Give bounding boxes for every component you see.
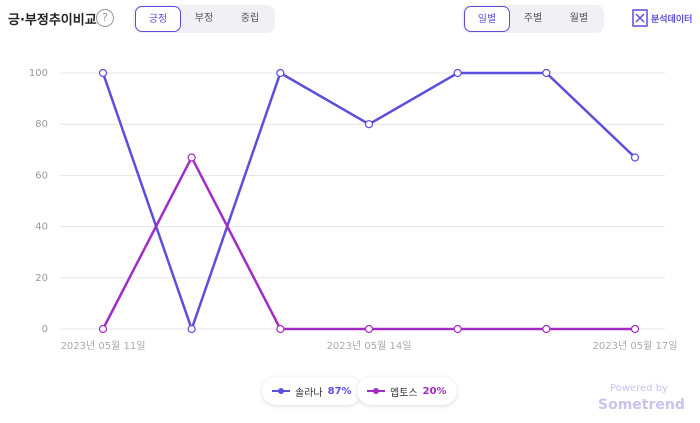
export-label: 분석데이터: [651, 14, 693, 25]
brand: Sometrend: [598, 397, 685, 413]
export-button[interactable]: 분석데이터: [632, 9, 692, 27]
data-point: [542, 324, 551, 334]
series-line: [101, 71, 636, 333]
data-point: [276, 68, 285, 78]
legend-swatch: [272, 388, 290, 394]
y-tick-label: 0: [42, 324, 48, 335]
tab[interactable]: 긍정: [135, 6, 181, 32]
x-tick-label: 2023년 05월 14일: [327, 340, 412, 352]
data-point: [542, 68, 551, 78]
data-point: [187, 324, 196, 334]
legend-name: 솔라나: [295, 387, 323, 399]
data-point: [187, 153, 196, 162]
chart: 0 20 40 60 80 100 2023년 05월 11일 2023년 05월 14일 20…: [29, 68, 678, 352]
legend-name: 엡토스: [390, 387, 418, 399]
data-point: [98, 324, 108, 334]
y-tick-label: 60: [35, 170, 48, 181]
legend-share: 87%: [327, 385, 352, 397]
y-tick-label: 20: [35, 273, 48, 284]
period-tabs: 일별 주별 월별: [462, 5, 604, 33]
tab[interactable]: 부정: [194, 13, 214, 24]
y-tick-label: 80: [35, 119, 48, 130]
sentiment-tabs: 긍정 부정 중립: [133, 5, 275, 33]
legend-item[interactable]: 솔라나 87%: [262, 377, 362, 405]
data-point: [276, 324, 285, 334]
data-point: [630, 324, 640, 334]
data-point: [453, 68, 462, 78]
data-point: [453, 324, 462, 334]
tab[interactable]: 주별: [523, 13, 543, 24]
x-tick-label: 2023년 05월 17일: [593, 340, 678, 352]
data-point: [98, 68, 108, 78]
data-point: [364, 324, 374, 334]
tab[interactable]: 월별: [569, 13, 589, 24]
x-tick-label: 2023년 05월 11일: [61, 340, 146, 352]
legend-item[interactable]: 엡토스 20%: [357, 377, 457, 405]
excel-icon: [632, 9, 648, 27]
tab[interactable]: 일별: [464, 6, 510, 32]
legend-dot: [278, 388, 284, 394]
legend-dot: [373, 388, 379, 394]
tab[interactable]: 중립: [240, 13, 260, 24]
legend-share: 20%: [422, 385, 447, 397]
data-point: [364, 120, 374, 129]
legend-swatch: [367, 388, 385, 394]
help-icon[interactable]: ?: [96, 9, 114, 27]
y-tick-label: 40: [35, 222, 48, 233]
y-tick-label: 100: [29, 68, 48, 79]
powered-by: Powered by: [610, 383, 668, 394]
data-point: [630, 153, 640, 162]
title: 긍·부정추이비교: [8, 13, 97, 28]
